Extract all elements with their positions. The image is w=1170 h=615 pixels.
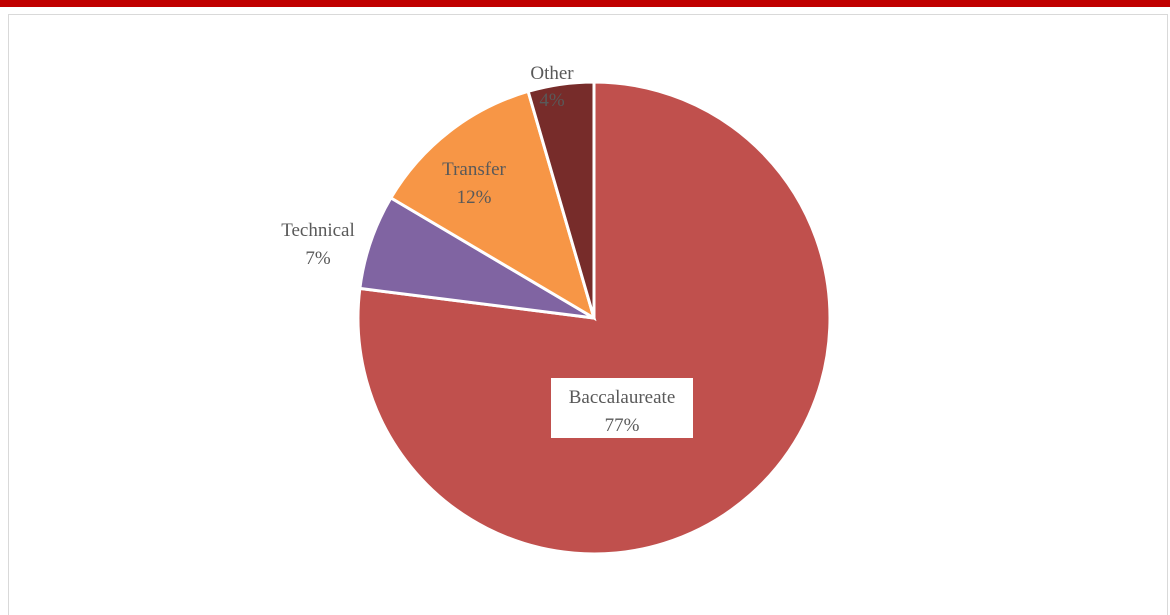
other-label: Other [530,63,574,84]
baccalaureate-label-box [551,378,693,438]
other-slice [526,80,596,319]
transfer-percent: 12% [457,187,492,208]
technical-label: Technical [281,220,355,241]
top-accent-bar [0,0,1170,7]
baccalaureate-percent: 77% [605,415,640,436]
transfer-label: Transfer [442,159,506,180]
technical-percent: 7% [305,248,331,269]
baccalaureate-label: Baccalaureate [569,387,676,408]
other-percent: 4% [539,90,565,111]
pie-slices [356,80,832,556]
